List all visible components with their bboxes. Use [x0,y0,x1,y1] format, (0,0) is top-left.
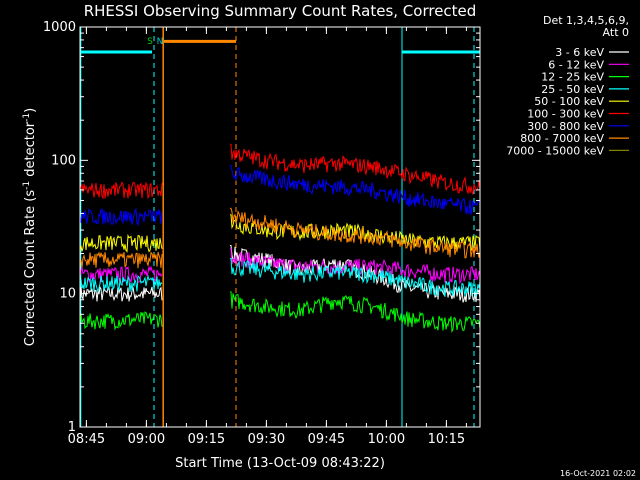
x-tick-label-2: 09:15 [188,432,225,447]
y-axis-ticks: 1 10 100 1000 [43,20,480,435]
legend-label-5: 100 - 300 keV [527,108,604,121]
flag-s: S [147,37,153,47]
legend-label-1: 6 - 12 keV [548,58,604,71]
plot-frame [79,26,481,428]
series-6-trace-b [229,164,481,216]
series-6-trace-a [79,207,163,226]
x-tick-label-0: 08:45 [68,432,105,447]
series-1-trace-b [229,247,481,285]
x-axis-ticks: 08:45 09:00 09:15 09:30 09:45 10:00 10:15 [68,27,467,447]
series-2-trace-b [229,291,481,334]
series-2-trace-a [79,311,163,331]
series-4-trace-b [229,214,481,253]
chart-title: RHESSI Observing Summary Count Rates, Co… [84,2,477,20]
legend-label-6: 300 - 800 keV [527,120,604,133]
y-tick-label-1: 10 [59,287,76,302]
series-0-trace-a [79,285,163,303]
series-5-trace-b [229,143,481,195]
y-tick-label-0: 1 [68,420,76,435]
legend-label-7: 800 - 7000 keV [520,132,604,145]
x-tick-label-6: 10:15 [428,432,465,447]
timestamp-stamp: 16-Oct-2021 02:02 [560,469,636,478]
series-5-trace-a [79,181,163,200]
legend-label-2: 12 - 25 keV [541,71,604,84]
y-axis-label: Corrected Count Rate (s-1 detector-1) [22,108,38,346]
legend-label-0: 3 - 6 keV [555,46,604,59]
series-1-trace-a [79,265,163,284]
legend-header-2: Att 0 [603,26,629,39]
legend-label-3: 25 - 50 keV [541,83,604,96]
x-axis-label: Start Time (13-Oct-09 08:43:22) [175,456,385,471]
series-3-trace-b [229,257,481,297]
series-7-trace-a [79,251,163,269]
x-tick-label-3: 09:30 [248,432,285,447]
series-3-trace-a [79,274,163,294]
x-tick-label-5: 10:00 [368,432,405,447]
legend-label-4: 50 - 100 keV [534,95,604,108]
y-tick-label-3: 1000 [43,20,76,35]
flag-n: N [157,37,164,47]
x-tick-label-1: 09:00 [128,432,165,447]
y-tick-label-2: 100 [51,153,76,168]
series-4-trace-a [79,233,163,253]
legend-label-8: 7000 - 15000 keV [506,144,604,157]
series-7-trace-b [229,207,481,259]
legend-header-1: Det 1,3,4,5,6,9, [543,14,629,27]
x-tick-label-4: 09:45 [308,432,345,447]
